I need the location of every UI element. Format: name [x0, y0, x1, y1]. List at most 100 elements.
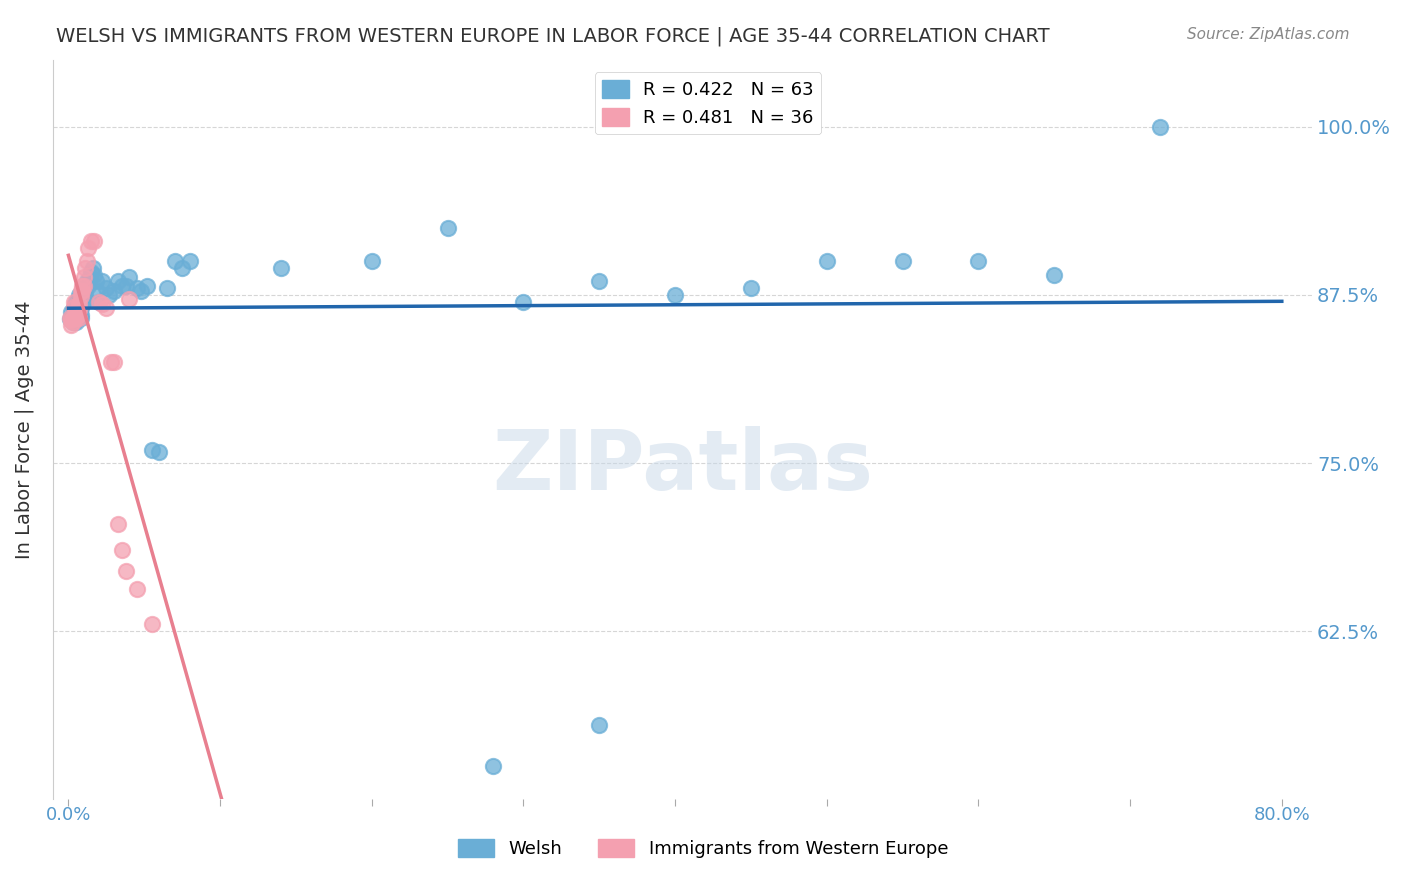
Welsh	[67, 294, 90, 309]
Immigrants from Western Europe	[65, 310, 87, 325]
Immigrants from Western Europe	[72, 278, 94, 293]
Immigrants from Western Europe	[87, 294, 110, 309]
Welsh	[141, 442, 163, 457]
Welsh	[588, 275, 610, 289]
Immigrants from Western Europe	[110, 543, 132, 558]
Welsh	[84, 275, 107, 289]
Immigrants from Western Europe	[60, 318, 83, 332]
Welsh	[156, 281, 179, 295]
Welsh	[967, 254, 990, 268]
Immigrants from Western Europe	[107, 516, 129, 531]
Welsh	[60, 305, 83, 319]
Welsh	[66, 310, 89, 325]
Welsh	[107, 275, 129, 289]
Immigrants from Western Europe	[141, 617, 163, 632]
Welsh	[72, 288, 94, 302]
Immigrants from Western Europe	[80, 234, 103, 248]
Immigrants from Western Europe	[63, 294, 86, 309]
Welsh	[80, 265, 103, 279]
Welsh	[436, 220, 458, 235]
Welsh	[891, 254, 914, 268]
Welsh	[163, 254, 186, 268]
Welsh	[115, 278, 138, 293]
Welsh	[76, 275, 98, 289]
Immigrants from Western Europe	[66, 301, 89, 316]
Legend: Welsh, Immigrants from Western Europe: Welsh, Immigrants from Western Europe	[450, 831, 956, 865]
Immigrants from Western Europe	[60, 313, 83, 327]
Welsh	[512, 294, 534, 309]
Welsh	[59, 312, 82, 326]
Welsh	[118, 270, 141, 285]
Immigrants from Western Europe	[77, 241, 100, 255]
Welsh	[65, 315, 87, 329]
Welsh	[179, 254, 201, 268]
Welsh	[110, 278, 132, 293]
Text: 0.0%: 0.0%	[46, 806, 91, 824]
Welsh	[65, 294, 87, 309]
Immigrants from Western Europe	[67, 310, 90, 325]
Welsh	[77, 278, 100, 293]
Immigrants from Western Europe	[62, 315, 84, 329]
Welsh	[66, 308, 89, 322]
Welsh	[148, 445, 170, 459]
Welsh	[63, 310, 86, 325]
Welsh	[125, 281, 148, 295]
Welsh	[69, 308, 91, 322]
Immigrants from Western Europe	[75, 260, 97, 275]
Welsh	[87, 294, 110, 309]
Welsh	[103, 284, 125, 298]
Welsh	[69, 301, 91, 316]
Immigrants from Western Europe	[69, 284, 91, 298]
Welsh	[1149, 120, 1171, 134]
Immigrants from Western Europe	[125, 582, 148, 597]
Welsh	[66, 301, 89, 316]
Text: ZIPatlas: ZIPatlas	[492, 425, 873, 507]
Immigrants from Western Europe	[63, 300, 86, 314]
Welsh	[62, 315, 84, 329]
Welsh	[70, 292, 93, 306]
Welsh	[69, 310, 91, 325]
Immigrants from Western Europe	[70, 278, 93, 293]
Welsh	[172, 260, 194, 275]
Welsh	[129, 284, 152, 298]
Legend: R = 0.422   N = 63, R = 0.481   N = 36: R = 0.422 N = 63, R = 0.481 N = 36	[595, 72, 821, 135]
Immigrants from Western Europe	[118, 292, 141, 306]
Welsh	[63, 301, 86, 316]
Immigrants from Western Europe	[69, 289, 91, 303]
Immigrants from Western Europe	[115, 564, 138, 578]
Welsh	[815, 254, 838, 268]
Immigrants from Western Europe	[62, 310, 84, 325]
Immigrants from Western Europe	[70, 284, 93, 298]
Welsh	[482, 758, 505, 772]
Text: WELSH VS IMMIGRANTS FROM WESTERN EUROPE IN LABOR FORCE | AGE 35-44 CORRELATION C: WELSH VS IMMIGRANTS FROM WESTERN EUROPE …	[56, 27, 1050, 46]
Welsh	[79, 270, 101, 285]
Immigrants from Western Europe	[72, 270, 94, 285]
Welsh	[588, 718, 610, 732]
Welsh	[98, 288, 121, 302]
Welsh	[67, 288, 90, 302]
Welsh	[75, 286, 97, 301]
Welsh	[86, 284, 108, 298]
Welsh	[65, 308, 87, 322]
Text: Source: ZipAtlas.com: Source: ZipAtlas.com	[1187, 27, 1350, 42]
Welsh	[96, 281, 118, 295]
Immigrants from Western Europe	[103, 355, 125, 369]
Text: 80.0%: 80.0%	[1253, 806, 1310, 824]
Immigrants from Western Europe	[90, 297, 112, 311]
Welsh	[270, 260, 292, 275]
Welsh	[90, 275, 112, 289]
Welsh	[70, 297, 93, 311]
Immigrants from Western Europe	[83, 234, 105, 248]
Welsh	[62, 308, 84, 322]
Welsh	[664, 288, 686, 302]
Immigrants from Western Europe	[100, 355, 122, 369]
Welsh	[82, 260, 104, 275]
Immigrants from Western Europe	[76, 254, 98, 268]
Immigrants from Western Europe	[96, 301, 118, 316]
Welsh	[136, 278, 159, 293]
Welsh	[1043, 268, 1066, 282]
Welsh	[360, 254, 382, 268]
Welsh	[75, 281, 97, 295]
Welsh	[72, 294, 94, 309]
Immigrants from Western Europe	[65, 305, 87, 319]
